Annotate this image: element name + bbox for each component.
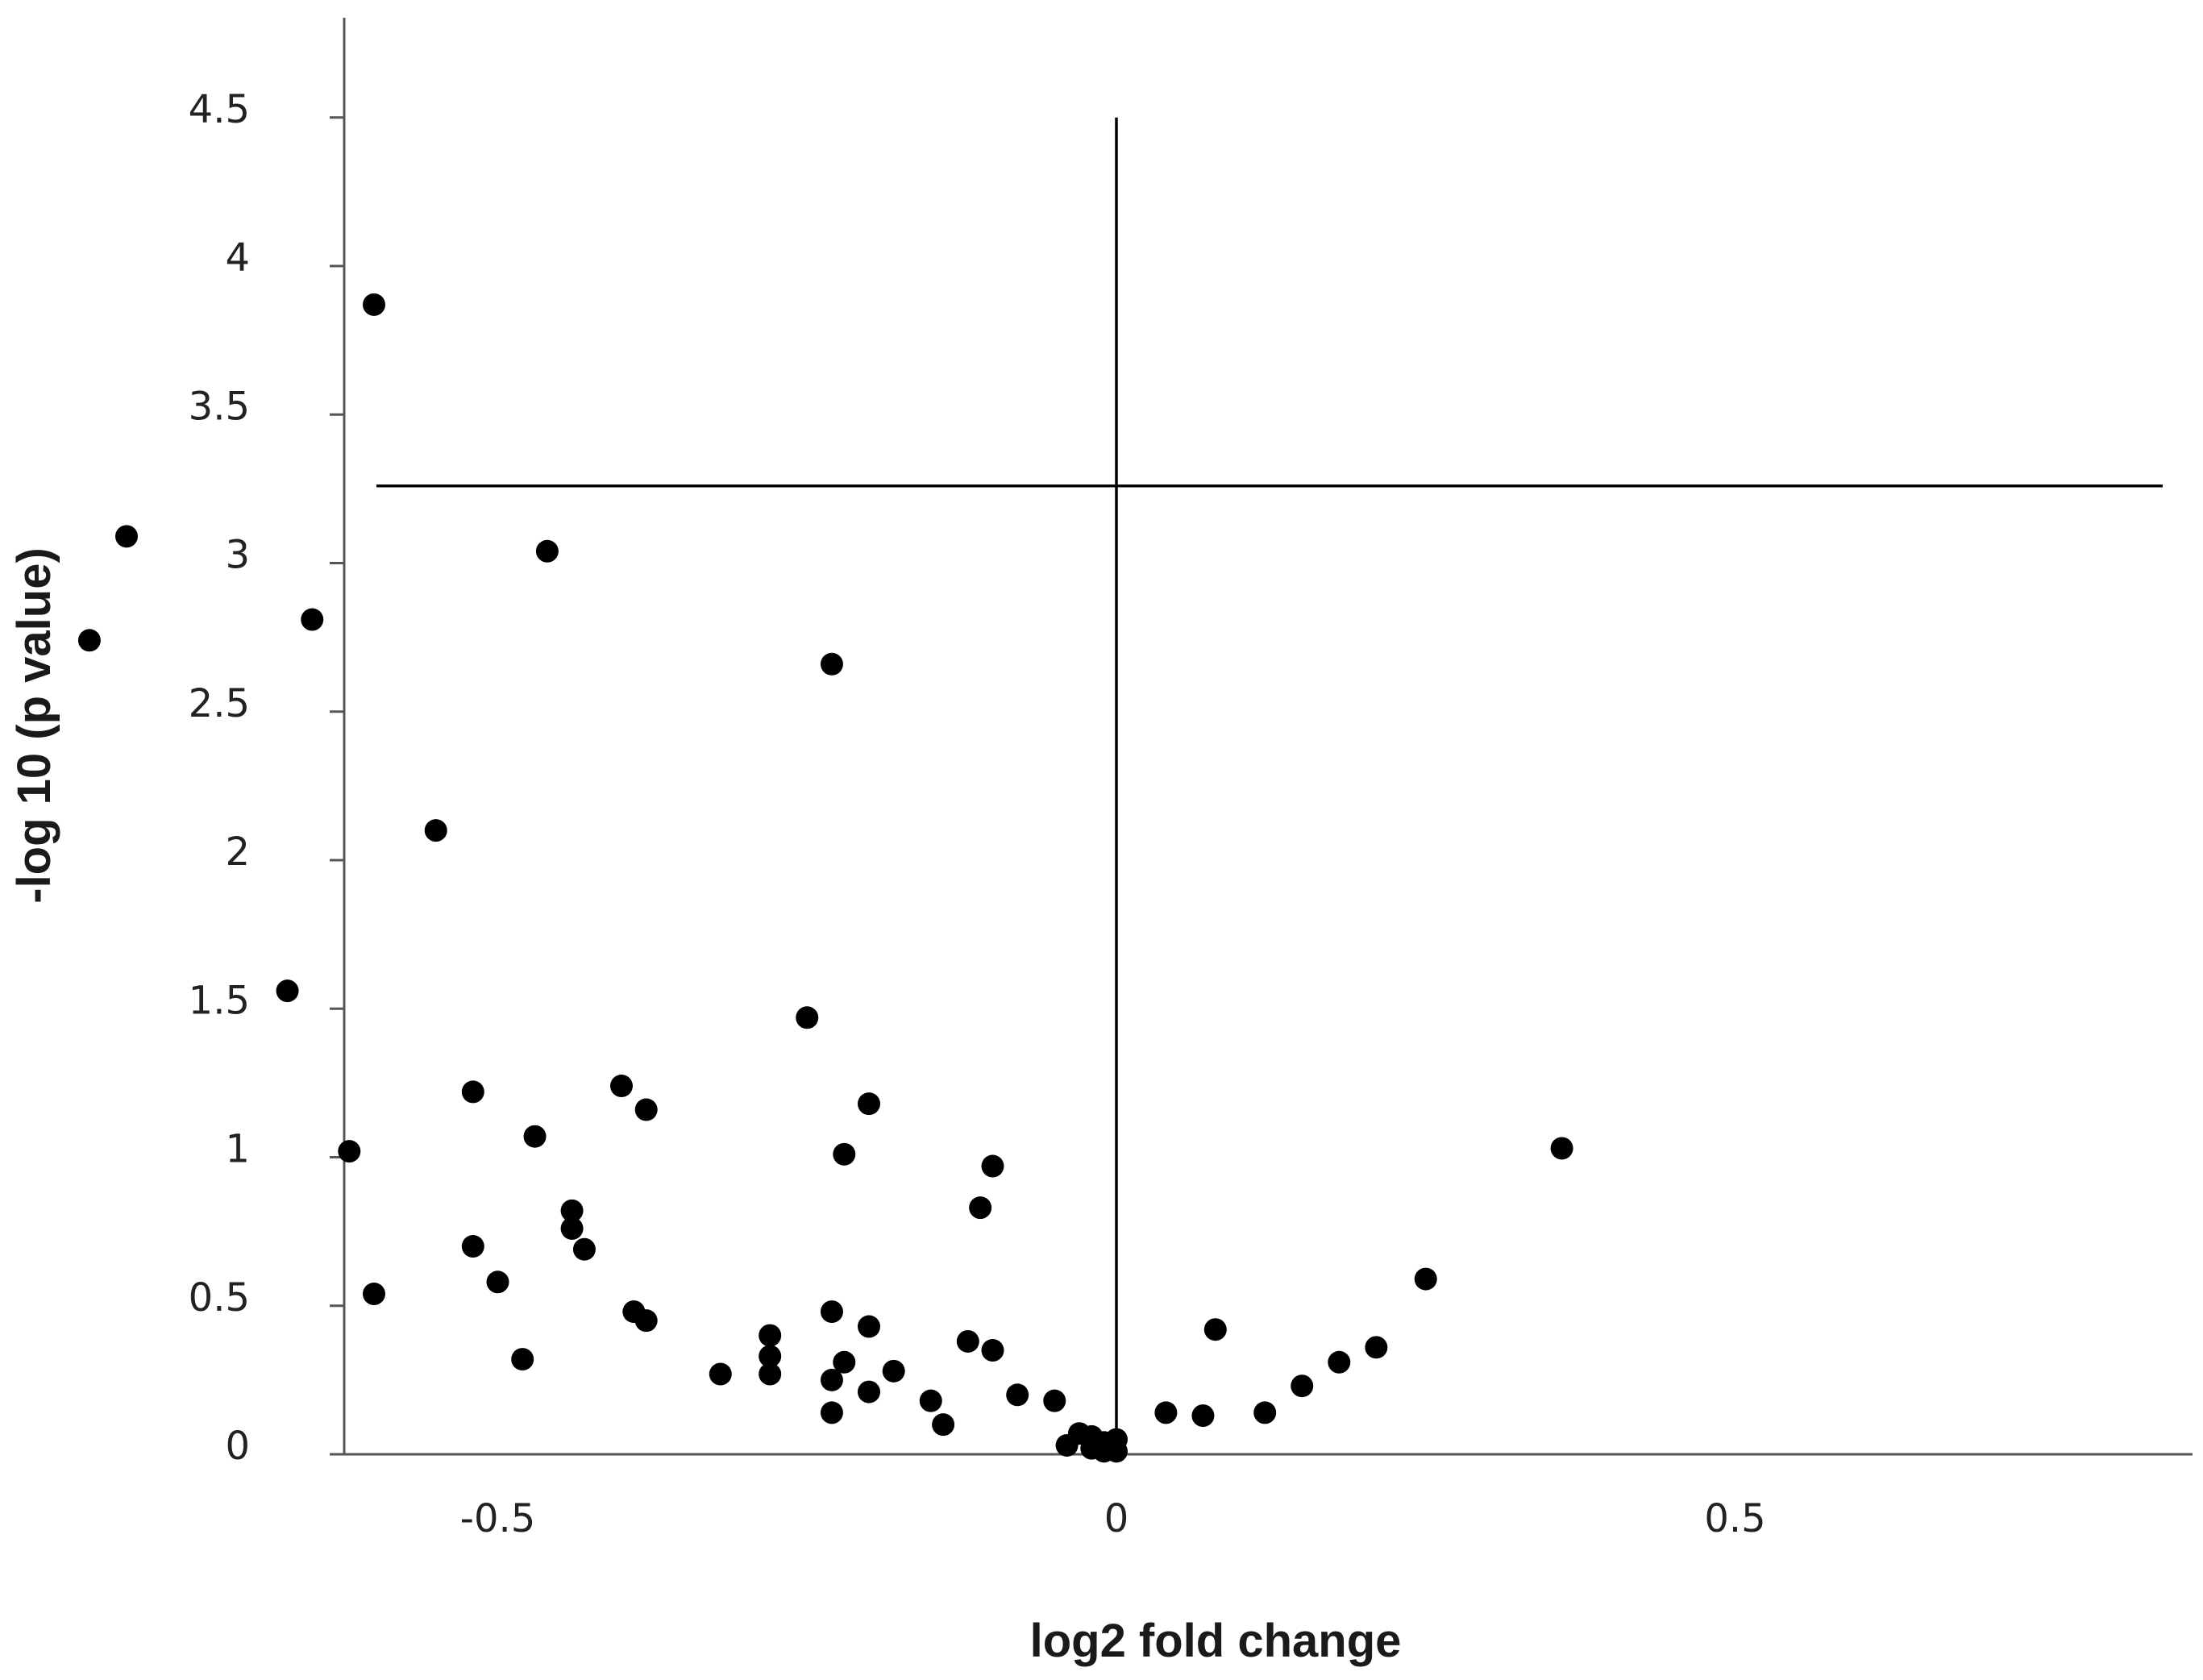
data-point [523, 1125, 547, 1148]
data-point [634, 1098, 658, 1121]
data-point [1203, 1318, 1227, 1341]
data-point [820, 1401, 843, 1424]
data-point [535, 539, 559, 563]
data-point [486, 1270, 509, 1294]
data-point [461, 1080, 484, 1104]
data-point [969, 1196, 992, 1220]
data-point [820, 1368, 843, 1391]
data-point [833, 1350, 856, 1374]
data-point [833, 1142, 856, 1166]
data-point [759, 1324, 782, 1347]
data-point [1550, 1137, 1573, 1160]
data-point [1253, 1401, 1277, 1424]
data-point [1191, 1404, 1215, 1428]
data-point [1291, 1374, 1314, 1398]
y-tick-label: 3.5 [189, 384, 250, 429]
data-point [1365, 1336, 1388, 1359]
data-point [634, 1309, 658, 1333]
data-point [1043, 1389, 1066, 1412]
data-point [276, 979, 299, 1003]
y-axis-title: -log 10 (p value) [8, 547, 60, 904]
x-tick-label: 0 [1104, 1496, 1129, 1541]
data-point [1006, 1383, 1029, 1407]
data-point [1414, 1267, 1437, 1291]
x-tick-label: 0.5 [1704, 1496, 1765, 1541]
data-point [338, 1140, 361, 1163]
data-point [363, 293, 385, 316]
data-point [820, 652, 843, 676]
tick-labels: 00.511.522.533.544.5-1-0.500.511.5 [189, 87, 1766, 1541]
y-tick-label: 0 [225, 1424, 250, 1469]
data-point [301, 608, 324, 631]
data-point [981, 1339, 1004, 1362]
data-point [1092, 1440, 1116, 1463]
y-tick-label: 2.5 [189, 681, 250, 726]
data-point [919, 1389, 942, 1412]
data-point [858, 1092, 880, 1116]
x-axis-title: log2 fold change [1030, 1615, 1402, 1667]
data-point [858, 1380, 880, 1403]
x-tick-label: -0.5 [460, 1496, 536, 1541]
data-point [759, 1345, 782, 1368]
data-point [882, 1359, 905, 1383]
y-tick-label: 4.5 [189, 87, 250, 132]
data-point [424, 819, 447, 842]
data-point [560, 1216, 584, 1240]
data-point [820, 1300, 843, 1324]
data-point [1055, 1433, 1079, 1457]
y-tick-label: 3 [225, 533, 250, 578]
data-point [709, 1362, 732, 1386]
data-point [115, 525, 138, 548]
data-point [858, 1315, 880, 1338]
y-tick-label: 0.5 [189, 1275, 250, 1320]
data-point [981, 1154, 1004, 1178]
data-points [77, 293, 1573, 1463]
data-point [363, 1283, 385, 1306]
reference-lines [376, 117, 2163, 1454]
data-point [610, 1075, 633, 1098]
data-point [572, 1237, 596, 1261]
data-point [956, 1329, 979, 1353]
data-point [1328, 1350, 1351, 1374]
data-point [560, 1199, 584, 1222]
y-tick-label: 4 [225, 235, 250, 281]
axes [330, 18, 2193, 1456]
data-point [759, 1362, 782, 1386]
y-tick-label: 1 [225, 1127, 250, 1172]
data-point [1154, 1401, 1178, 1424]
data-point [511, 1348, 534, 1371]
data-point [461, 1235, 484, 1258]
y-tick-label: 2 [225, 830, 250, 875]
y-tick-label: 1.5 [189, 978, 250, 1023]
data-point [77, 629, 101, 652]
data-point [932, 1413, 955, 1437]
data-point [796, 1006, 819, 1029]
